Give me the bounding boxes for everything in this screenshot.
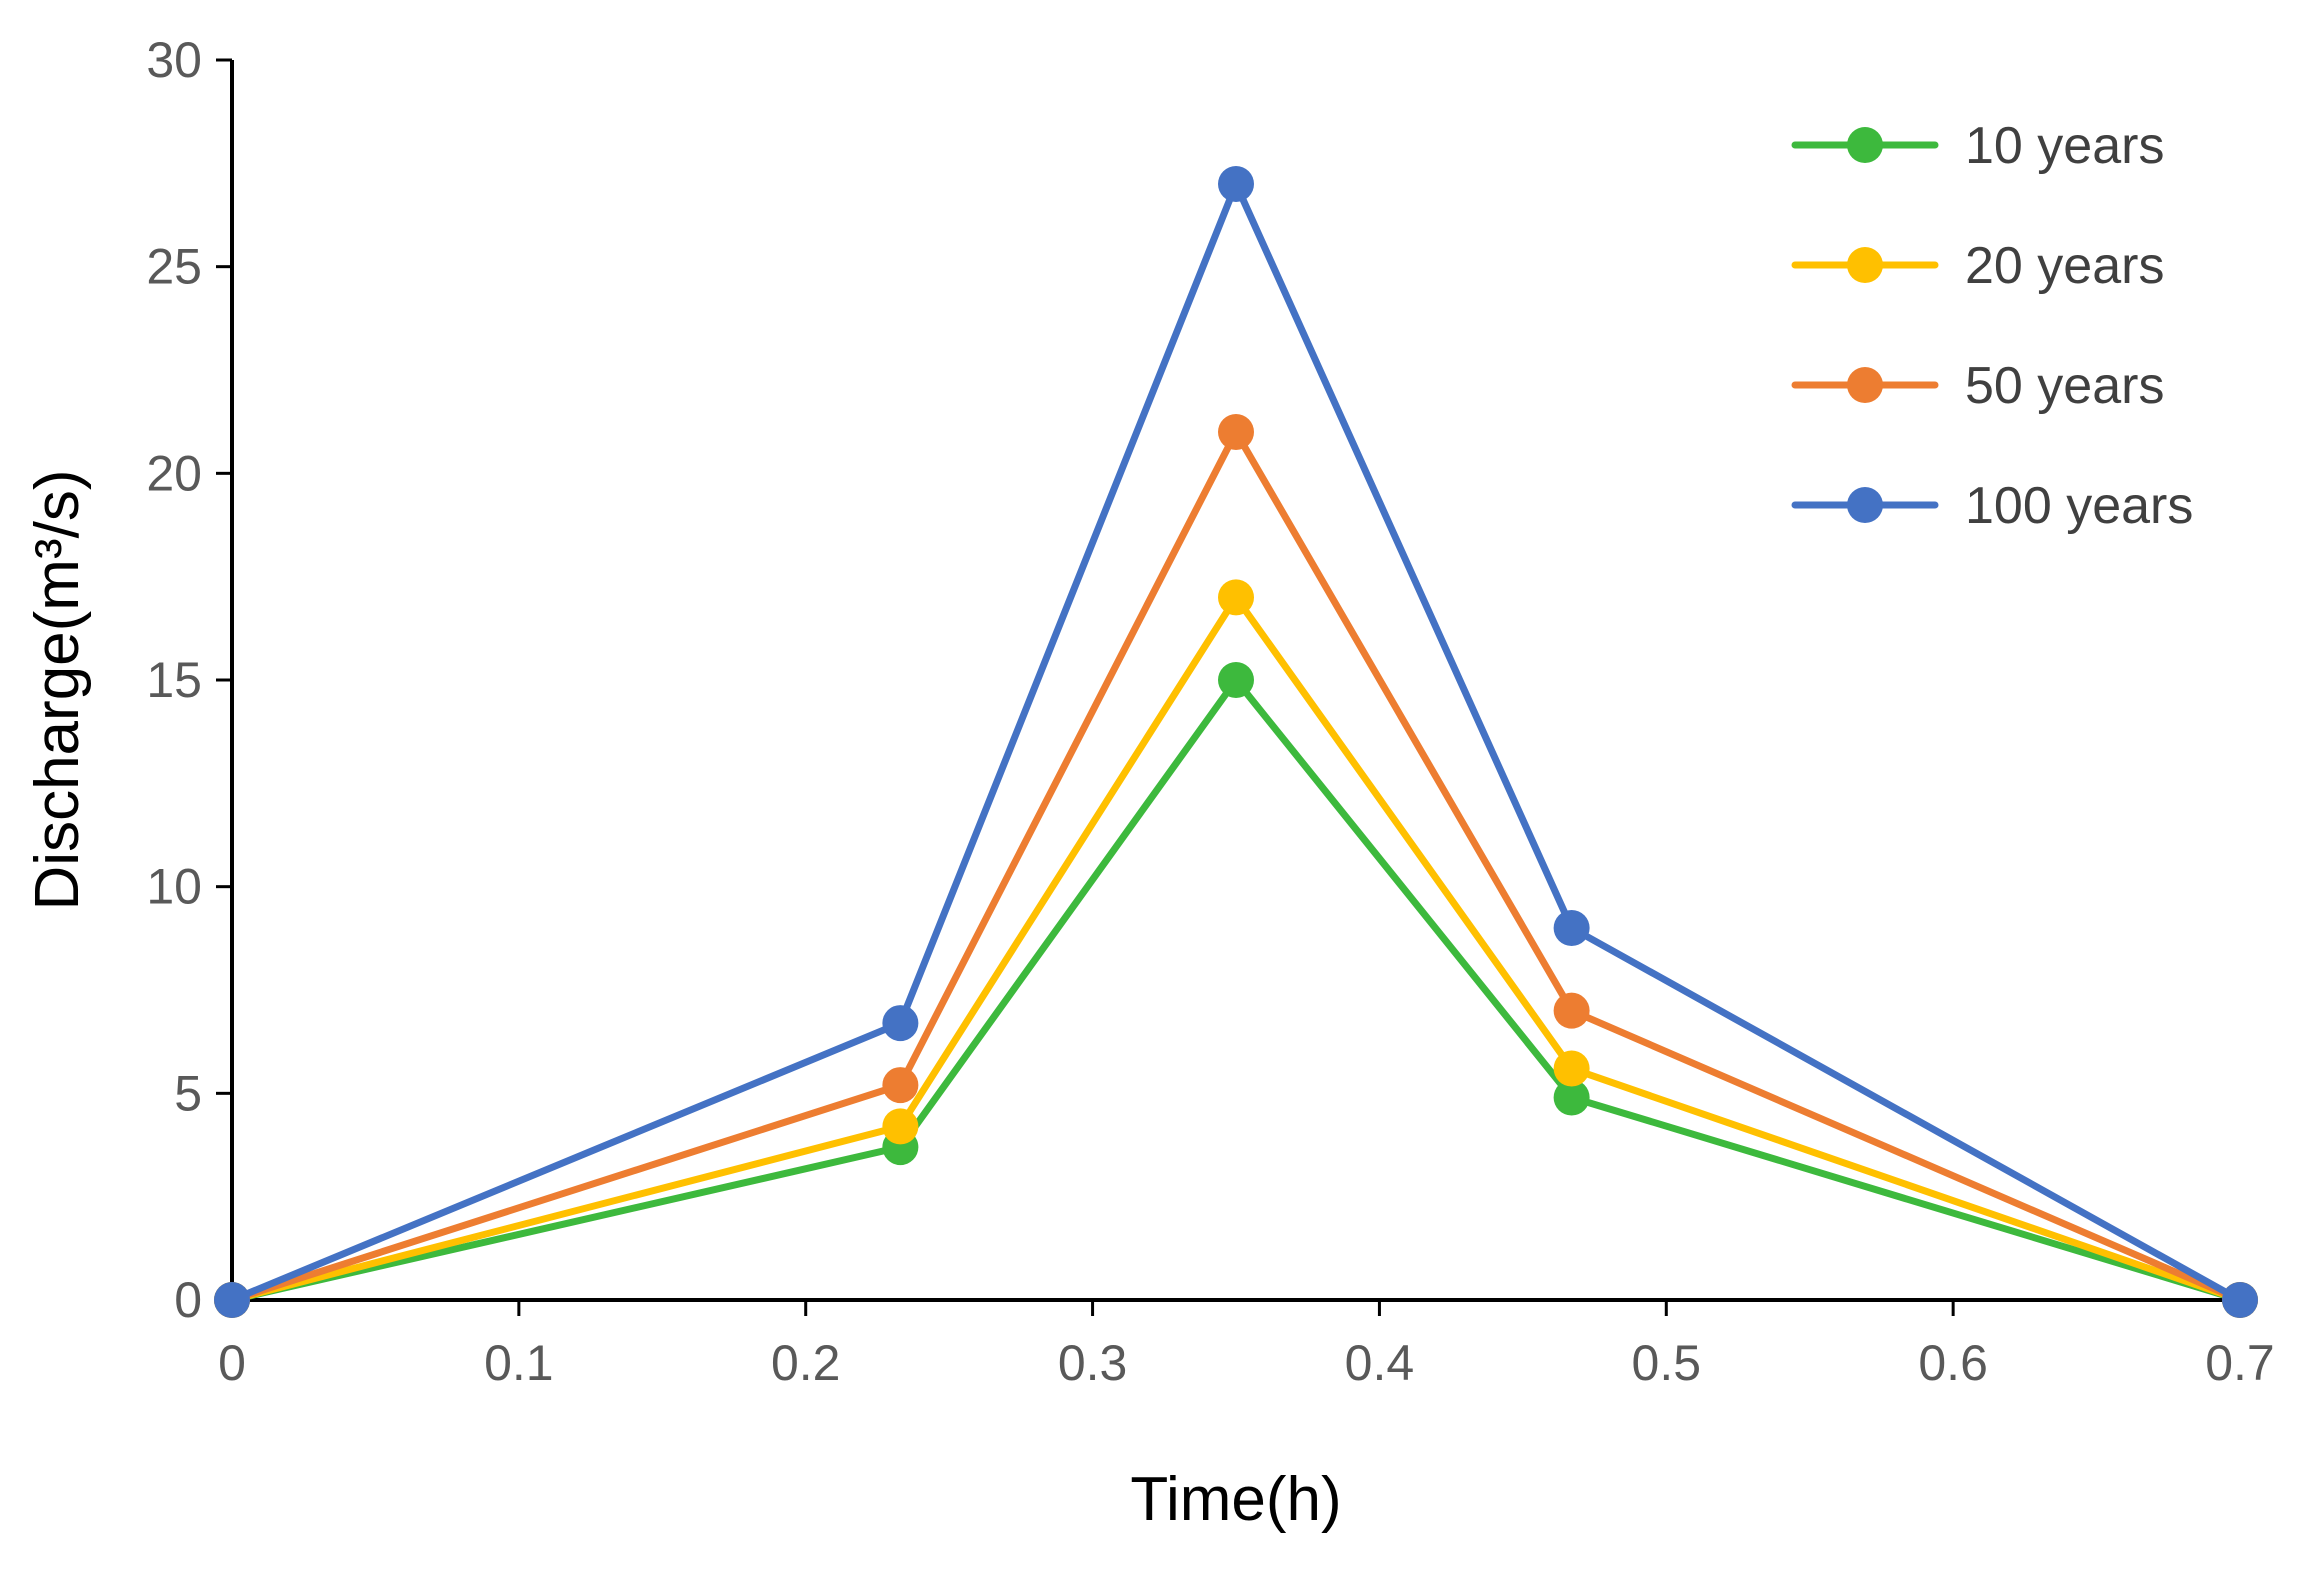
data-point <box>1553 1079 1590 1116</box>
y-axis-title: Discharge(m³/s) <box>23 470 92 911</box>
legend: 10 years 20 years 50 years 100 years <box>1791 117 2193 535</box>
legend-item: 10 years <box>1791 117 2164 175</box>
series-layer <box>214 166 2258 1318</box>
data-point <box>1218 662 1254 698</box>
legend-item: 20 years <box>1791 237 2164 295</box>
x-tick-label: 0.1 <box>484 1335 554 1391</box>
series-line <box>228 676 2244 1304</box>
legend-label: 50 years <box>1965 357 2164 415</box>
legend-label: 20 years <box>1965 237 2164 295</box>
data-point <box>1553 910 1590 946</box>
series-line <box>228 593 2244 1304</box>
data-point <box>1218 579 1254 616</box>
legend-swatch-marker <box>1847 247 1883 283</box>
x-tick-label: 0.5 <box>1632 1335 1702 1391</box>
data-point <box>1553 992 1590 1029</box>
data-point <box>1553 1050 1590 1087</box>
data-point <box>882 1067 919 1104</box>
y-tick-label: 30 <box>146 32 202 88</box>
legend-label: 100 years <box>1965 477 2193 535</box>
data-point <box>882 1108 919 1145</box>
y-tick-label: 0 <box>174 1272 202 1328</box>
series-10-years <box>214 662 2258 1318</box>
y-tick-label: 15 <box>146 652 202 708</box>
y-tick-label: 20 <box>146 445 202 501</box>
series-100-years <box>214 166 2258 1318</box>
x-tick-label: 0 <box>218 1335 246 1391</box>
x-tick-label: 0.2 <box>771 1335 841 1391</box>
legend-swatch-marker <box>1847 487 1883 523</box>
series-line <box>228 180 2244 1304</box>
x-tick-label: 0.7 <box>2205 1335 2275 1391</box>
data-point <box>882 1005 919 1042</box>
data-point <box>1218 166 1254 202</box>
x-tick-label: 0.4 <box>1345 1335 1415 1391</box>
x-tick-label: 0.6 <box>1918 1335 1988 1391</box>
legend-swatch-marker <box>1847 127 1883 163</box>
series-line <box>228 428 2244 1304</box>
x-axis-title: Time(h) <box>1130 1465 1341 1534</box>
data-point <box>2222 1282 2258 1318</box>
legend-item: 100 years <box>1791 477 2193 535</box>
y-tick-label: 5 <box>174 1065 202 1121</box>
data-point <box>1218 414 1254 450</box>
ticks: 0 5 10 15 20 25 30 0 0.1 0.2 0.3 0.4 0.5 0.6 0.7 <box>146 32 2274 1391</box>
x-tick-label: 0.3 <box>1058 1335 1128 1391</box>
legend-label: 10 years <box>1965 117 2164 175</box>
y-tick-label: 25 <box>146 239 202 295</box>
y-tick-label: 10 <box>146 859 202 915</box>
data-point <box>214 1282 250 1318</box>
legend-swatch-marker <box>1847 367 1883 403</box>
legend-item: 50 years <box>1791 357 2164 415</box>
